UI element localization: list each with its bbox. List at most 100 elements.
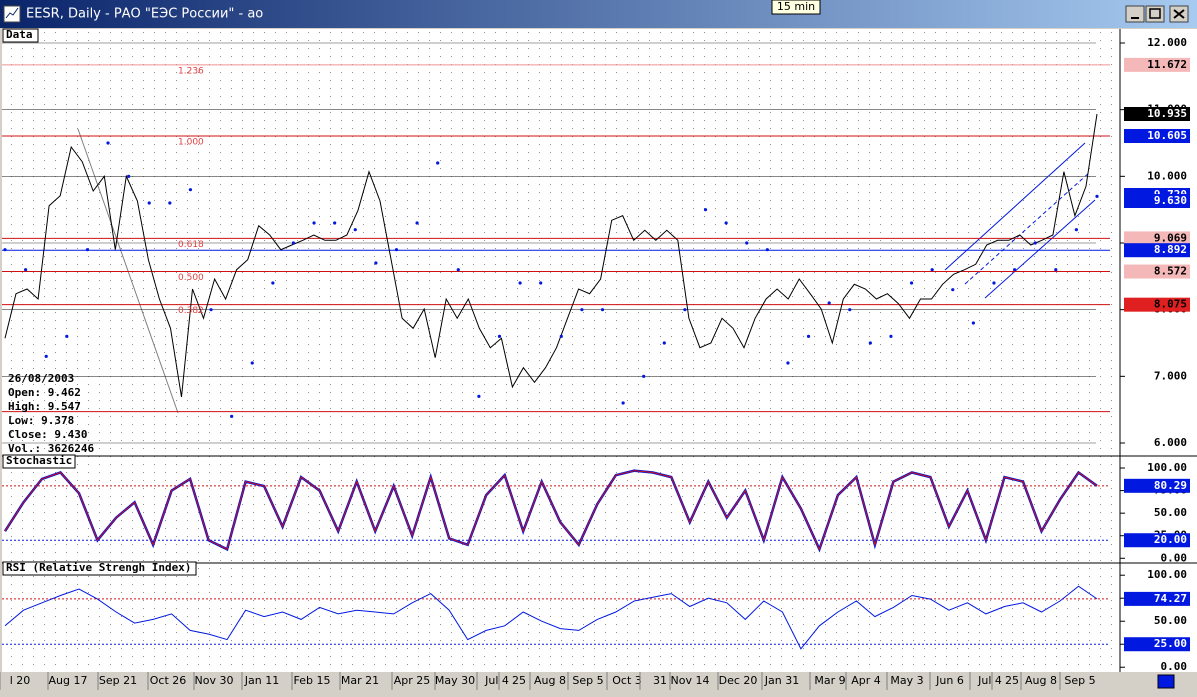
sar-dot: [683, 308, 687, 312]
level-box: [1124, 194, 1190, 208]
sar-dot: [1074, 228, 1078, 232]
level-label: 8.075: [1154, 298, 1187, 311]
level-box: [1124, 297, 1190, 312]
minimize-button[interactable]: [1125, 5, 1145, 23]
date-label: Sep 5: [1064, 674, 1095, 687]
level-box: [1124, 264, 1190, 279]
sar-dot: [703, 208, 708, 212]
panel-header: Data: [6, 28, 33, 41]
date-label: Jan 31: [764, 674, 799, 687]
timeframe-button[interactable]: [771, 0, 821, 15]
y-tick-label: 100.00: [1147, 568, 1187, 581]
level-box: [1124, 107, 1190, 121]
sar-dot: [374, 261, 378, 265]
level-box: [1124, 243, 1190, 258]
date-label: Mar 21: [341, 674, 379, 687]
price-line: [4, 113, 1098, 398]
panel-header: Stochastic: [6, 454, 72, 467]
sar-dot: [1054, 268, 1058, 272]
sar-dot: [436, 161, 440, 165]
sar-dot: [951, 288, 955, 292]
fib-label: 1.000: [178, 138, 204, 148]
timeframe-label[interactable]: 15 min: [777, 0, 815, 13]
ohlc-info: Close: 9.430: [8, 428, 87, 441]
stochastic-line: [4, 470, 1098, 551]
date-label: Oct 3: [612, 674, 642, 687]
fib-label: 0.618: [178, 240, 204, 250]
fib-label: 0.382: [178, 306, 204, 316]
sar-dot: [1095, 194, 1099, 198]
level-label: 9.630: [1154, 194, 1187, 207]
sar-dot: [3, 248, 7, 252]
sar-dot: [127, 174, 131, 178]
date-label: Nov 14: [671, 674, 710, 687]
sar-dot: [147, 201, 151, 205]
sar-dot: [642, 374, 646, 378]
level-label: 20.00: [1154, 533, 1187, 546]
level-box: [1124, 231, 1190, 246]
ohlc-info: 26/08/2003: [8, 372, 74, 385]
date-label: May 30: [435, 674, 475, 687]
sar-dot: [394, 248, 399, 252]
sar-dot: [848, 308, 852, 312]
sar-dot: [518, 281, 522, 285]
y-tick-label: 50.00: [1154, 614, 1187, 627]
panel-header-box: [2, 454, 76, 469]
date-label: Oct 26: [150, 674, 187, 687]
level-label: 10.605: [1147, 129, 1187, 142]
y-tick-label: 12.000: [1147, 36, 1187, 49]
sar-dot: [806, 334, 811, 338]
panel-header-box: [2, 561, 197, 576]
level-box: [1124, 57, 1190, 72]
ohlc-info: High: 9.547: [8, 400, 81, 413]
window-title: EESR, Daily - РАО "ЕЭС России" - ao: [26, 7, 263, 22]
sar-dot: [992, 281, 996, 285]
level-label: 8.572: [1154, 265, 1187, 278]
level-box: [1124, 591, 1190, 606]
level-label: 10.935: [1147, 107, 1187, 120]
level-label: 8.892: [1154, 243, 1187, 256]
sar-dot: [580, 308, 584, 312]
level-label: 80.29: [1154, 479, 1187, 492]
price-channel: [944, 142, 1096, 299]
date-label: l 20: [10, 674, 31, 687]
sar-dot: [250, 361, 254, 365]
sar-dot: [909, 281, 914, 285]
sar-dot: [1012, 268, 1017, 272]
sar-dot: [827, 301, 831, 305]
status-icon[interactable]: [1157, 674, 1175, 689]
window-buttons: [1125, 5, 1189, 23]
sar-dot: [765, 248, 769, 252]
sar-dot: [415, 221, 419, 225]
sar-dot: [868, 341, 872, 345]
fib-label: 1.236: [178, 66, 204, 76]
sar-dot: [724, 221, 728, 225]
panel-header: RSI (Relative Strengh Index): [6, 561, 191, 574]
date-label: Feb 15: [294, 674, 331, 687]
level-box: [1124, 533, 1190, 548]
date-label: Jul 4: [484, 674, 509, 687]
y-tick-label: 100.00: [1147, 461, 1187, 474]
y-tick-label: 0.00: [1161, 660, 1188, 673]
sar-dot: [106, 141, 110, 145]
sar-dot: [497, 334, 502, 338]
sar-dot: [271, 281, 275, 285]
date-label: Sep 21: [99, 674, 137, 687]
sar-dot: [662, 341, 666, 345]
level-label: 25.00: [1154, 637, 1187, 650]
date-label: Apr 4: [851, 674, 881, 687]
sar-dot: [539, 281, 543, 285]
fib-label: 0.500: [178, 273, 204, 283]
sar-dot: [209, 308, 213, 312]
channel-line: [984, 199, 1096, 299]
dot-grid: [2, 29, 1120, 672]
date-label: 25: [1005, 674, 1019, 687]
date-label: Aug 8: [534, 674, 566, 687]
sar-dot: [65, 334, 69, 338]
sar-dot: [930, 268, 934, 272]
sar-dot: [559, 334, 563, 338]
sar-dot: [188, 188, 193, 192]
level-label: 11.672: [1147, 58, 1187, 71]
date-label: Aug 8: [1025, 674, 1057, 687]
